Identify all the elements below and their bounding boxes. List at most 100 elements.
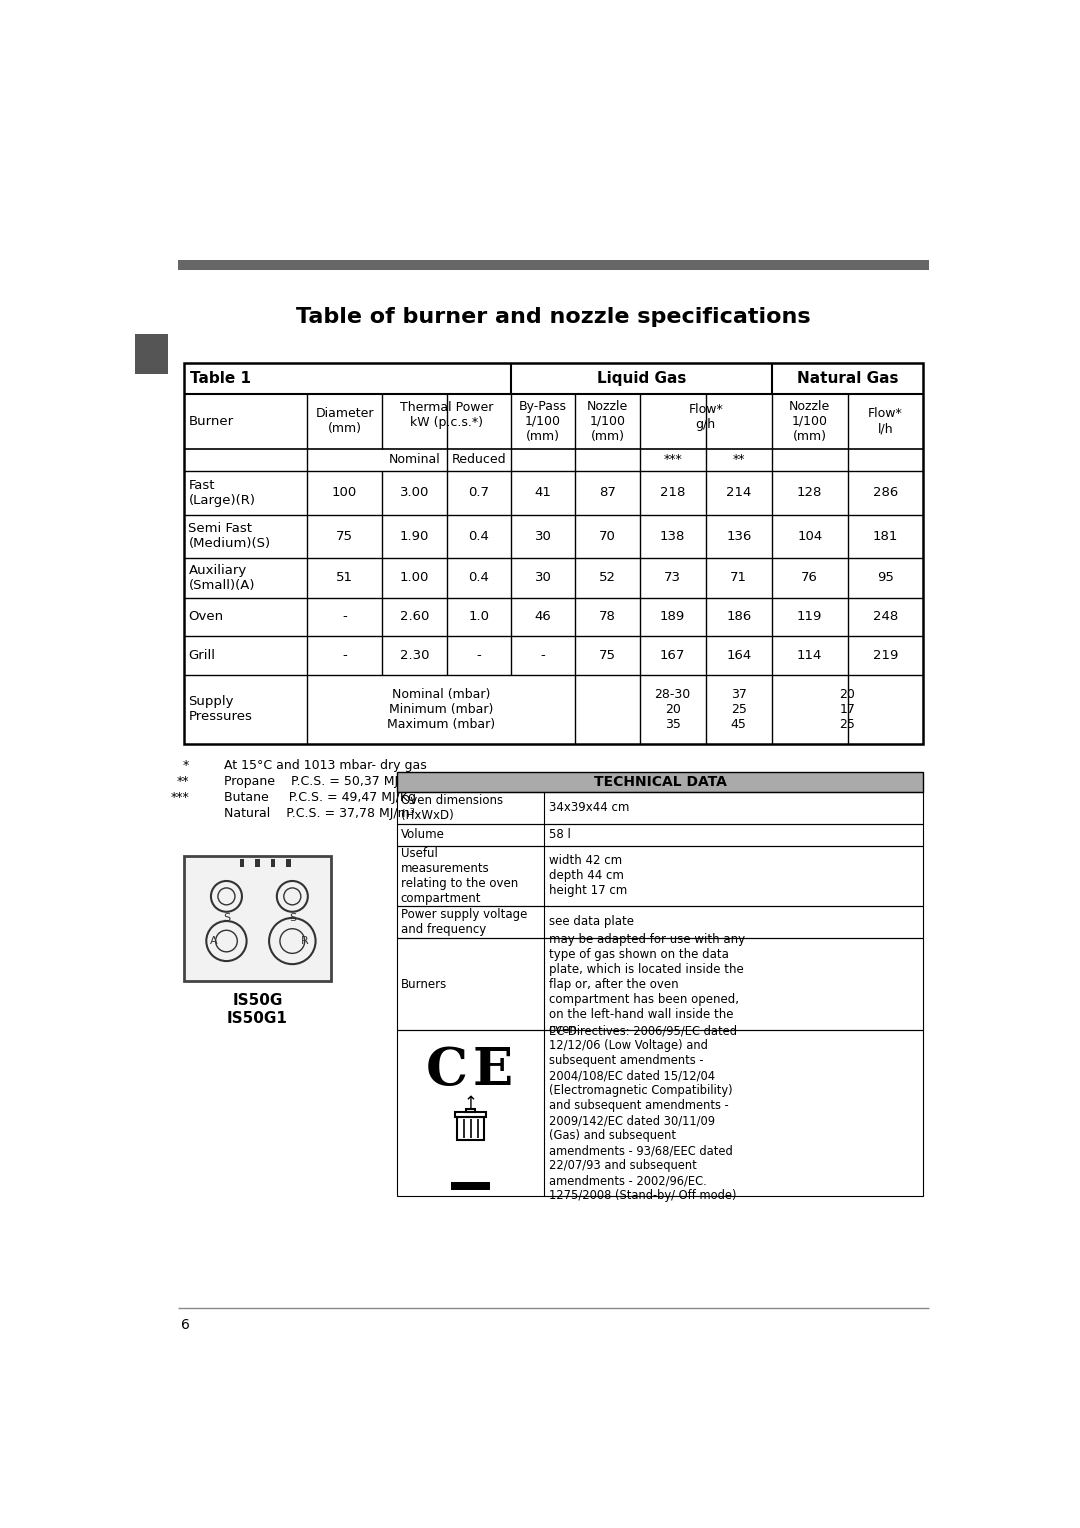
Text: 138: 138: [660, 530, 686, 542]
Text: Nozzle
1/100
(mm): Nozzle 1/100 (mm): [789, 400, 831, 443]
Text: S: S: [222, 912, 230, 923]
Bar: [397, 845, 923, 906]
Text: Propane    P.C.S. = 50,37 MJ/Kg: Propane P.C.S. = 50,37 MJ/Kg: [225, 775, 419, 788]
Text: 95: 95: [877, 571, 894, 584]
Text: -: -: [541, 649, 545, 662]
Text: 71: 71: [730, 571, 747, 584]
Text: 0.4: 0.4: [469, 530, 489, 542]
Text: 0.7: 0.7: [469, 486, 489, 500]
Text: Supply
Pressures: Supply Pressures: [189, 695, 253, 723]
Text: Flow*
l/h: Flow* l/h: [868, 408, 903, 435]
Text: E: E: [472, 1045, 512, 1096]
Bar: [240, 859, 244, 866]
Text: 186: 186: [726, 610, 752, 623]
Text: Oven: Oven: [189, 610, 224, 623]
Text: ***: ***: [663, 454, 681, 466]
Text: 167: 167: [660, 649, 686, 662]
Bar: [455, 1112, 486, 1117]
Text: 128: 128: [797, 486, 822, 500]
Text: 76: 76: [801, 571, 819, 584]
Text: Butane     P.C.S. = 49,47 MJ/Kg: Butane P.C.S. = 49,47 MJ/Kg: [225, 792, 416, 804]
Text: 73: 73: [664, 571, 681, 584]
Text: 37
25
45: 37 25 45: [731, 688, 746, 730]
Text: 286: 286: [873, 486, 897, 500]
Text: 104: 104: [797, 530, 822, 542]
Bar: [397, 824, 923, 845]
Text: 6: 6: [181, 1319, 190, 1332]
Text: Nominal: Nominal: [389, 454, 441, 466]
Text: Nominal (mbar)
Minimum (mbar)
Maximum (mbar): Nominal (mbar) Minimum (mbar) Maximum (m…: [387, 688, 495, 730]
Text: 189: 189: [660, 610, 685, 623]
Text: 75: 75: [599, 649, 616, 662]
Text: ***: ***: [171, 792, 189, 804]
Text: 248: 248: [873, 610, 897, 623]
Text: By-Pass
1/100
(mm): By-Pass 1/100 (mm): [519, 400, 567, 443]
Text: C€E: C€E: [465, 1068, 476, 1073]
Text: see data plate: see data plate: [549, 915, 634, 929]
Text: 78: 78: [599, 610, 616, 623]
Text: Semi Fast
(Medium)(S): Semi Fast (Medium)(S): [189, 523, 271, 550]
Text: **: **: [732, 454, 745, 466]
Text: Power supply voltage
and frequency: Power supply voltage and frequency: [401, 908, 527, 935]
Text: Diameter
(mm): Diameter (mm): [315, 408, 374, 435]
Text: may be adapted for use with any
type of gas shown on the data
plate, which is lo: may be adapted for use with any type of …: [549, 932, 745, 1036]
Text: GB: GB: [139, 347, 163, 362]
Text: Natural Gas: Natural Gas: [797, 371, 899, 385]
Text: 1.0: 1.0: [469, 610, 489, 623]
Text: 75: 75: [336, 530, 353, 542]
Text: 41: 41: [535, 486, 552, 500]
Text: Reduced: Reduced: [451, 454, 507, 466]
Bar: [397, 1030, 923, 1196]
Text: 52: 52: [599, 571, 616, 584]
Text: Burners: Burners: [401, 978, 447, 990]
Text: 51: 51: [336, 571, 353, 584]
Bar: [397, 792, 923, 824]
Text: Fast
(Large)(R): Fast (Large)(R): [189, 478, 256, 507]
Bar: [465, 1108, 475, 1112]
Text: Auxiliary
(Small)(A): Auxiliary (Small)(A): [189, 564, 255, 591]
Text: ↑: ↑: [463, 1094, 477, 1112]
Bar: [177, 260, 930, 270]
Text: 114: 114: [797, 649, 822, 662]
Text: 0.4: 0.4: [469, 571, 489, 584]
Text: R: R: [301, 937, 309, 946]
Text: Natural    P.C.S. = 37,78 MJ/m³: Natural P.C.S. = 37,78 MJ/m³: [225, 807, 415, 821]
Bar: [458, 1117, 484, 1140]
Text: Nozzle
1/100
(mm): Nozzle 1/100 (mm): [586, 400, 627, 443]
Bar: [255, 859, 260, 866]
Text: 30: 30: [535, 571, 552, 584]
Bar: [397, 772, 923, 792]
Text: 214: 214: [726, 486, 752, 500]
Text: 100: 100: [332, 486, 357, 500]
Text: Useful
measurements
relating to the oven
compartment: Useful measurements relating to the oven…: [401, 847, 518, 905]
Text: Burner: Burner: [189, 414, 233, 428]
Text: 58 l: 58 l: [549, 828, 570, 842]
Text: 3.00: 3.00: [400, 486, 429, 500]
Text: 87: 87: [599, 486, 616, 500]
Bar: [271, 859, 275, 866]
Bar: [135, 335, 167, 374]
Text: -: -: [342, 649, 347, 662]
Text: 28-30
20
35: 28-30 20 35: [654, 688, 691, 730]
Text: C: C: [426, 1045, 468, 1096]
Text: Grill: Grill: [189, 649, 216, 662]
Text: Flow*
g/h: Flow* g/h: [688, 403, 724, 431]
Text: Volume: Volume: [401, 828, 445, 842]
Text: Liquid Gas: Liquid Gas: [597, 371, 686, 385]
Text: 1.00: 1.00: [400, 571, 429, 584]
Text: 218: 218: [660, 486, 686, 500]
Text: 1.90: 1.90: [400, 530, 429, 542]
Text: 2.60: 2.60: [400, 610, 429, 623]
Text: Oven dimensions
(HxWxD): Oven dimensions (HxWxD): [401, 795, 503, 822]
Text: Table of burner and nozzle specifications: Table of burner and nozzle specification…: [296, 307, 811, 327]
Text: Table 1: Table 1: [190, 371, 251, 385]
Text: 46: 46: [535, 610, 552, 623]
Text: 70: 70: [599, 530, 616, 542]
Text: IS50G
IS50G1: IS50G IS50G1: [227, 993, 288, 1025]
Bar: [397, 906, 923, 938]
Text: S: S: [288, 912, 296, 923]
Text: Thermal Power
kW (p.c.s.*): Thermal Power kW (p.c.s.*): [400, 402, 494, 429]
Text: EC Directives: 2006/95/EC dated
12/12/06 (Low Voltage) and
subsequent amendments: EC Directives: 2006/95/EC dated 12/12/06…: [549, 1024, 737, 1203]
Text: -: -: [476, 649, 482, 662]
Text: At 15°C and 1013 mbar- dry gas: At 15°C and 1013 mbar- dry gas: [225, 759, 427, 772]
